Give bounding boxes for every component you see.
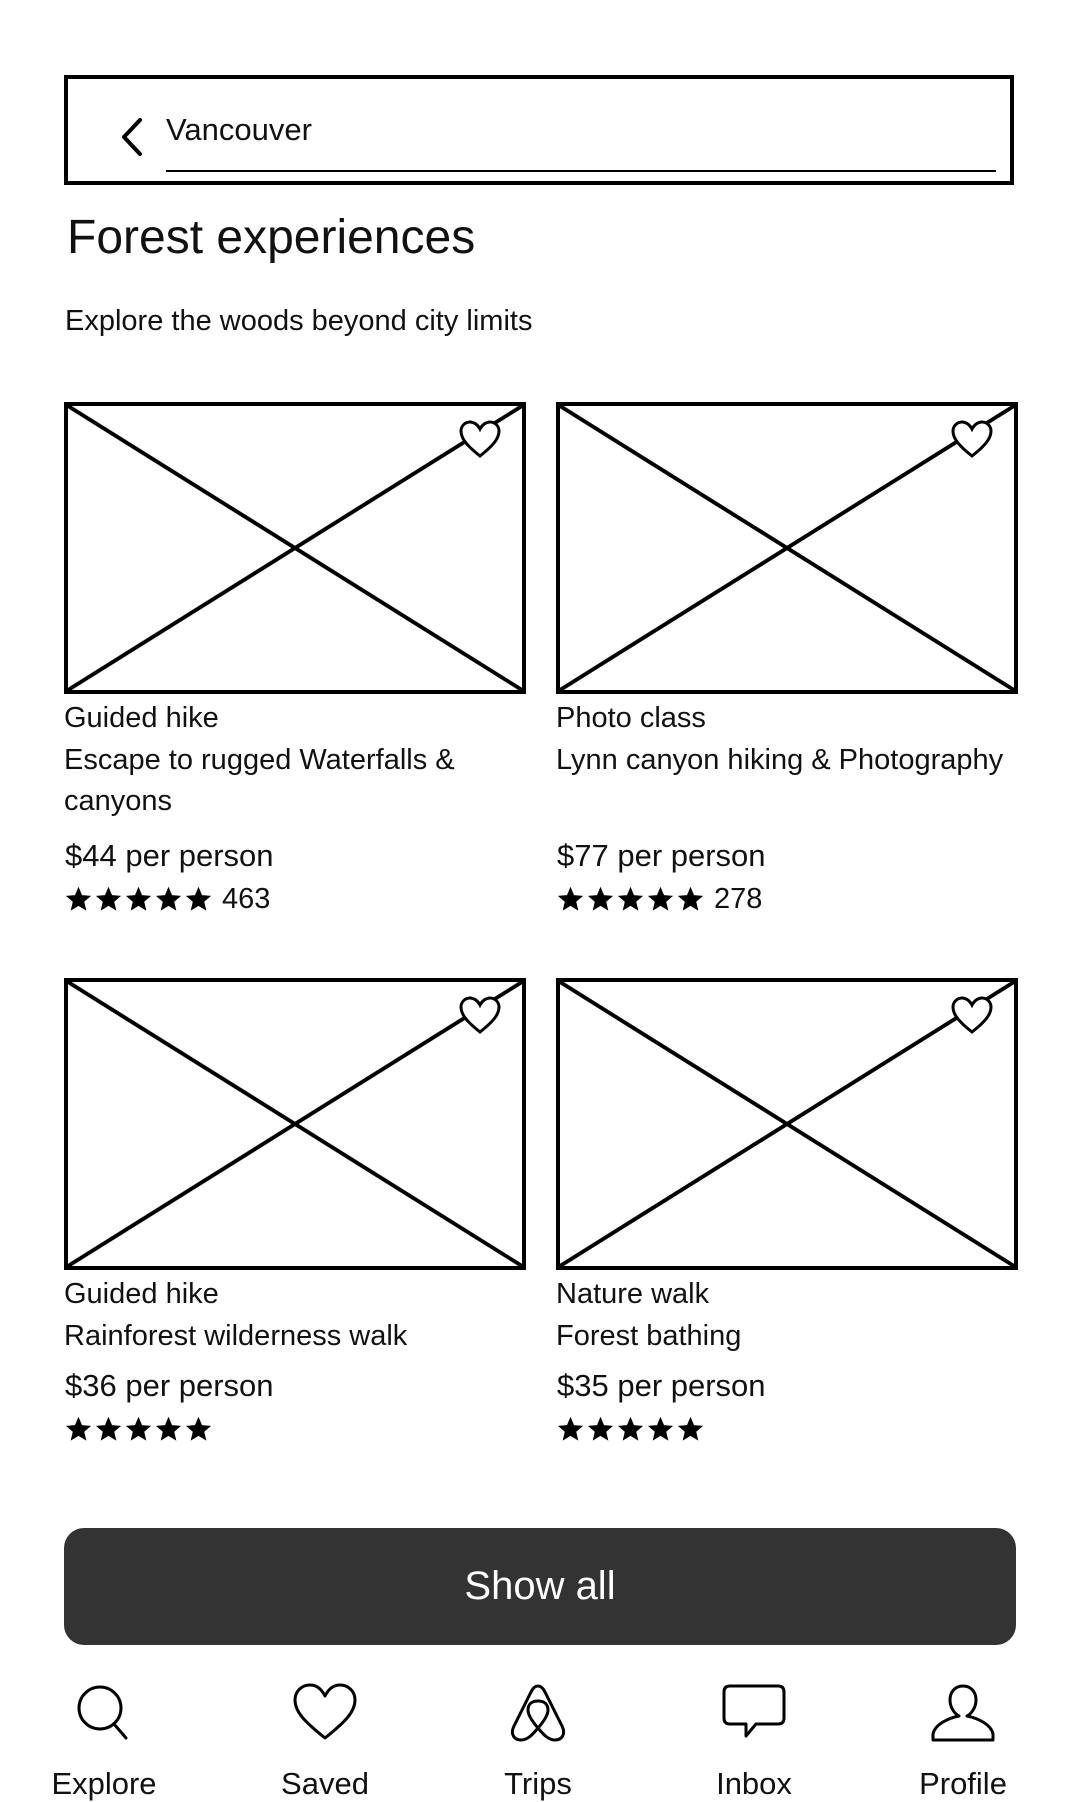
card-image-placeholder[interactable] <box>556 978 1018 1270</box>
star-icon <box>677 886 704 911</box>
star-icon <box>125 1416 152 1441</box>
star-rating <box>556 1415 706 1443</box>
star-icon <box>185 1416 212 1441</box>
heart-icon[interactable] <box>458 420 502 460</box>
star-icon <box>95 886 122 911</box>
review-count: 278 <box>714 882 763 915</box>
star-icon <box>617 886 644 911</box>
experience-card[interactable]: Guided hike Escape to rugged Waterfalls … <box>64 402 526 915</box>
heart-icon <box>293 1683 357 1740</box>
nav-item-profile[interactable]: Profile <box>873 1670 1053 1801</box>
image-placeholder-icon <box>68 406 522 690</box>
heart-icon[interactable] <box>950 996 994 1036</box>
trips-icon <box>510 1684 566 1742</box>
card-image-placeholder[interactable] <box>64 978 526 1270</box>
show-all-button[interactable]: Show all <box>64 1528 1016 1645</box>
card-rating: 463 <box>64 882 271 915</box>
star-rating <box>64 1415 214 1443</box>
search-bar <box>64 75 1014 185</box>
star-icon <box>647 886 674 911</box>
star-rating <box>64 885 214 913</box>
review-count: 463 <box>222 882 271 915</box>
person-icon <box>931 1684 995 1742</box>
star-icon <box>125 886 152 911</box>
card-price: $35 per person <box>557 1368 766 1403</box>
nav-label: Explore <box>51 1766 157 1801</box>
star-icon <box>95 1416 122 1441</box>
nav-item-inbox[interactable]: Inbox <box>664 1670 844 1801</box>
image-placeholder-icon <box>560 406 1014 690</box>
star-icon <box>155 886 182 911</box>
nav-label: Inbox <box>716 1766 792 1801</box>
star-rating <box>556 885 706 913</box>
star-icon <box>647 1416 674 1441</box>
star-icon <box>617 1416 644 1441</box>
image-placeholder-icon <box>560 982 1014 1266</box>
card-category: Nature walk <box>556 1278 710 1310</box>
card-image-placeholder[interactable] <box>64 402 526 694</box>
star-icon <box>677 1416 704 1441</box>
card-price: $77 per person <box>557 838 766 873</box>
card-category: Photo class <box>556 702 706 734</box>
nav-item-trips[interactable]: Trips <box>448 1670 628 1801</box>
nav-label: Profile <box>919 1766 1007 1801</box>
card-title: Escape to rugged Waterfalls & canyons <box>64 744 455 817</box>
star-icon <box>65 1416 92 1441</box>
card-category: Guided hike <box>64 702 219 734</box>
nav-label: Saved <box>281 1766 369 1801</box>
page-title: Forest experiences <box>67 211 476 264</box>
experience-card[interactable]: Photo class Lynn canyon hiking & Photogr… <box>556 402 1018 915</box>
star-icon <box>185 886 212 911</box>
search-input[interactable] <box>166 109 996 151</box>
bottom-nav: Explore Saved Trips Inbox Profile <box>0 1670 1080 1801</box>
card-rating: 278 <box>556 882 763 915</box>
experience-card[interactable]: Guided hike Rainforest wilderness walk $… <box>64 978 526 1441</box>
star-icon <box>557 886 584 911</box>
heart-icon[interactable] <box>950 420 994 460</box>
card-title: Forest bathing <box>556 1320 742 1352</box>
card-title: Rainforest wilderness walk <box>64 1320 408 1352</box>
image-placeholder-icon <box>68 982 522 1266</box>
star-icon <box>557 1416 584 1441</box>
star-icon <box>155 1416 182 1441</box>
experience-card[interactable]: Nature walk Forest bathing $35 per perso… <box>556 978 1018 1441</box>
card-title: Lynn canyon hiking & Photography <box>556 744 1004 776</box>
nav-item-saved[interactable]: Saved <box>235 1670 415 1801</box>
nav-item-explore[interactable]: Explore <box>14 1670 194 1801</box>
card-rating <box>64 1414 214 1444</box>
card-price: $36 per person <box>65 1368 274 1403</box>
chevron-left-icon[interactable] <box>118 117 146 157</box>
nav-label: Trips <box>504 1766 572 1801</box>
star-icon <box>587 1416 614 1441</box>
card-category: Guided hike <box>64 1278 219 1310</box>
card-price: $44 per person <box>65 838 274 873</box>
card-rating <box>556 1414 706 1444</box>
star-icon <box>587 886 614 911</box>
search-icon <box>77 1685 128 1740</box>
search-underline <box>166 170 996 172</box>
star-icon <box>65 886 92 911</box>
message-icon <box>722 1684 786 1738</box>
page-subtitle: Explore the woods beyond city limits <box>65 305 533 337</box>
heart-icon[interactable] <box>458 996 502 1036</box>
card-image-placeholder[interactable] <box>556 402 1018 694</box>
